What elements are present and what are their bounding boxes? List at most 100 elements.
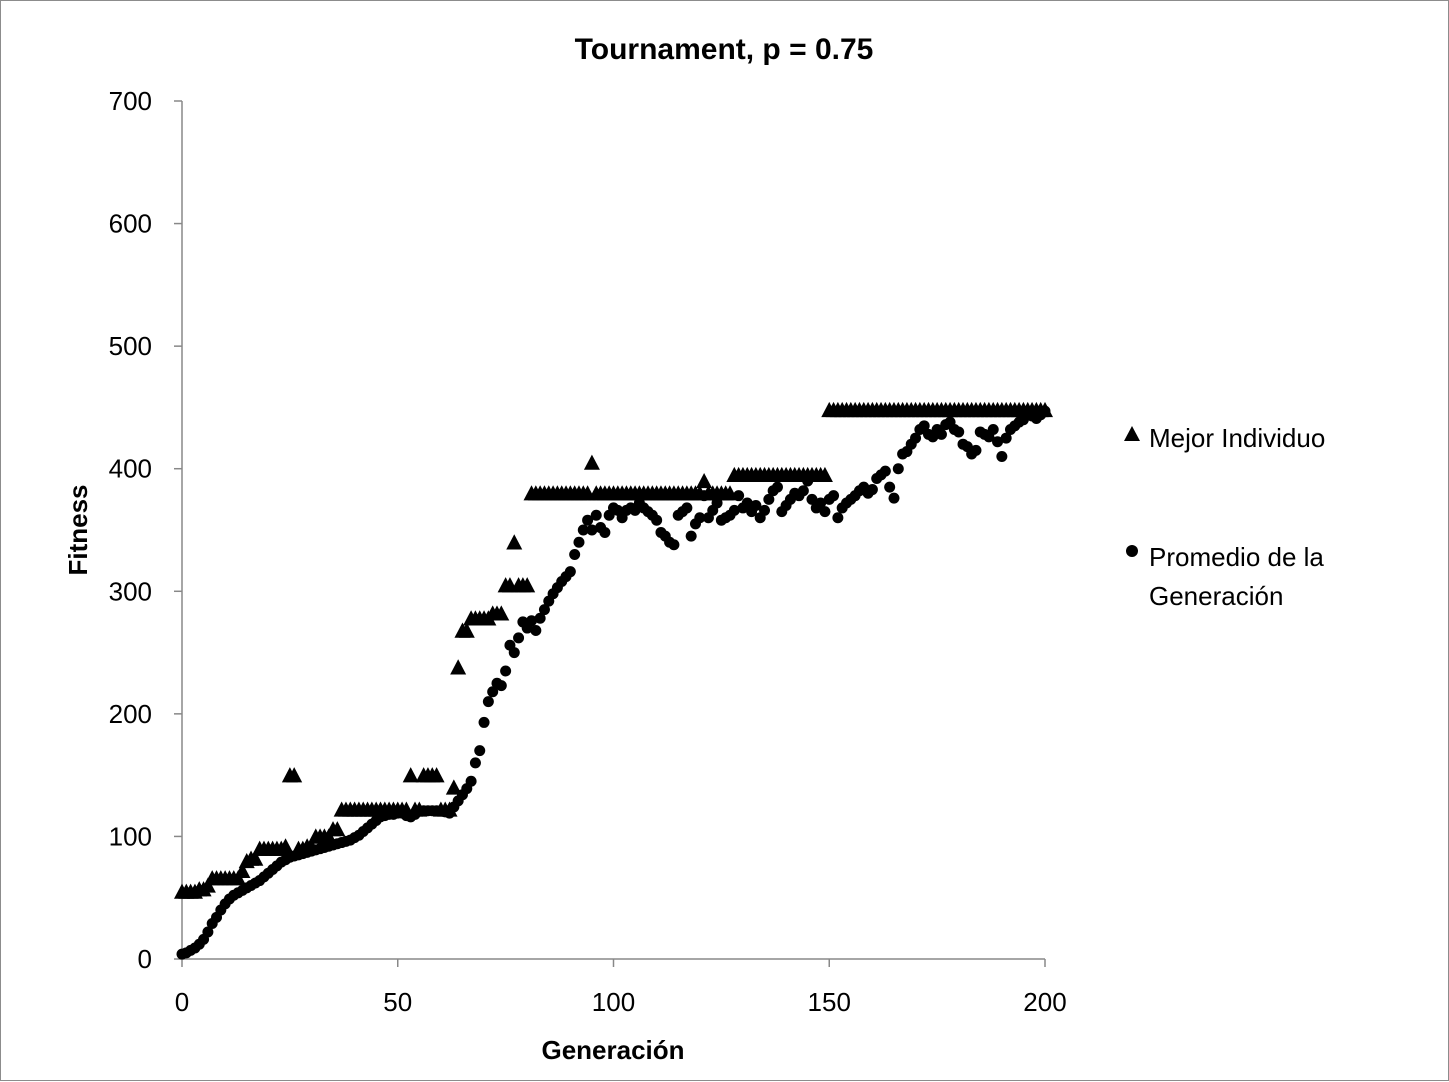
data-point-circle [577,524,589,536]
data-point-circle [495,680,507,692]
data-point-circle [728,504,740,516]
data-point-circle [651,514,663,526]
axes: 0 100 200 300 400 500 600 700 0 50 100 150 200 [109,86,1067,1017]
data-point-triangle [583,454,600,470]
x-tick-label: 100 [592,987,635,1017]
data-point-circle [582,514,594,526]
data-point-triangle [428,767,445,783]
x-tick-label: 150 [808,987,851,1017]
legend-marker-circle [1126,545,1138,557]
x-tick-label: 0 [175,987,189,1017]
data-point-circle [1039,405,1051,417]
data-point-circle [482,696,494,708]
data-point-circle [513,632,525,644]
data-point-triangle [450,659,467,675]
data-point-circle [866,484,878,496]
data-point-triangle [493,605,510,621]
data-point-circle [668,539,680,551]
data-point-circle [828,490,840,502]
data-point-triangle [329,821,346,837]
y-tick-label: 200 [109,699,152,729]
data-point-circle [564,566,576,578]
data-point-circle [573,536,585,548]
data-point-circle [832,512,844,524]
x-tick-label: 50 [383,987,412,1017]
y-tick-label: 700 [109,86,152,116]
y-tick-label: 100 [109,821,152,851]
y-tick-label: 500 [109,331,152,361]
data-point-circle [469,757,481,769]
legend-item-mejor-individuo: Mejor Individuo [1124,423,1325,453]
data-point-circle [987,423,999,435]
data-point-circle [465,775,477,787]
y-ticks: 0 100 200 300 400 500 600 700 [109,86,182,974]
legend-marker-triangle [1124,426,1140,441]
data-point-circle [996,450,1008,462]
data-point-circle [879,465,891,477]
data-point-circle [530,625,542,637]
data-point-circle [526,615,538,627]
data-point-circle [711,497,723,509]
data-point-circle [733,490,745,502]
y-tick-label: 0 [138,944,152,974]
data-point-circle [590,509,602,521]
data-point-triangle [286,767,303,783]
x-axis-title: Generación [541,1035,684,1065]
x-tick-label: 200 [1023,987,1066,1017]
data-point-circle [202,926,214,938]
data-point-circle [698,490,710,502]
series-promedio [176,405,1051,960]
series-layer [174,401,1053,960]
data-point-circle [888,492,900,504]
data-point-circle [970,444,982,456]
chart-title: Tournament, p = 0.75 [575,33,874,66]
data-point-circle [992,436,1004,448]
data-point-circle [819,506,831,518]
data-point-circle [599,526,611,538]
data-point-circle [741,497,753,509]
data-point-circle [802,475,814,487]
data-point-circle [487,686,499,698]
data-point-triangle [234,862,251,878]
data-point-circle [953,426,965,438]
data-point-circle [918,420,930,432]
data-point-triangle [402,767,419,783]
data-point-triangle [247,850,264,866]
data-point-triangle [519,577,536,593]
data-point-circle [538,604,550,616]
data-point-circle [508,647,520,659]
data-point-circle [935,428,947,440]
data-point-circle [750,499,762,511]
data-point-triangle [816,466,833,483]
data-point-circle [500,665,512,677]
data-point-circle [815,497,827,509]
x-ticks: 0 50 100 150 200 [175,959,1067,1017]
data-point-circle [884,481,896,493]
data-point-circle [1000,432,1012,444]
data-point-circle [694,512,706,524]
data-point-circle [478,716,490,728]
data-point-circle [681,502,693,514]
data-point-circle [892,463,904,475]
data-point-triangle [277,838,294,854]
data-point-circle [797,485,809,497]
data-point-circle [685,530,697,542]
legend-label-promedio: Promedio de la Generación [1149,542,1324,611]
legend-item-promedio: Promedio de la Generación [1126,542,1324,611]
y-axis-title: Fitness [63,484,93,575]
data-point-circle [534,612,546,624]
data-point-circle [910,432,922,444]
y-tick-label: 400 [109,454,152,484]
data-point-triangle [696,472,713,489]
data-point-circle [763,493,775,505]
legend: Mejor Individuo Promedio de la Generación [1124,423,1325,611]
y-tick-label: 600 [109,209,152,239]
legend-label-mejor-individuo: Mejor Individuo [1149,423,1325,453]
series-mejor-individuo [174,401,1053,899]
data-point-triangle [445,779,462,795]
y-tick-label: 300 [109,576,152,606]
data-point-circle [771,481,783,493]
data-point-circle [586,524,598,536]
